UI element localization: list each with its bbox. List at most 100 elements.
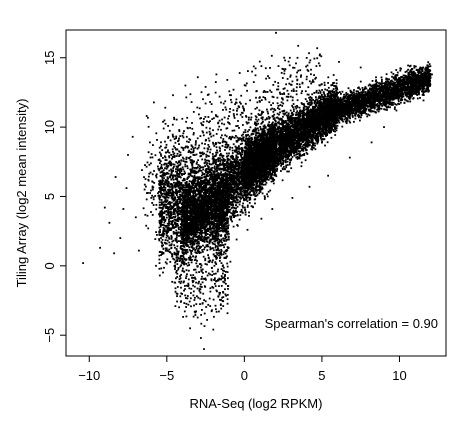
data-point: [196, 259, 198, 262]
data-point: [230, 212, 233, 215]
data-point: [173, 198, 176, 201]
data-point: [173, 213, 176, 215]
data-point: [184, 216, 187, 218]
data-point: [173, 258, 176, 261]
data-point: [242, 206, 244, 209]
data-point: [175, 270, 178, 272]
data-point: [198, 228, 200, 230]
data-point: [233, 214, 236, 217]
data-point: [195, 262, 198, 265]
data-point: [212, 249, 215, 252]
data-point: [190, 234, 193, 237]
data-point: [191, 259, 193, 261]
data-point: [198, 219, 200, 222]
data-point: [192, 180, 194, 183]
data-point: [162, 226, 165, 229]
data-point: [178, 150, 180, 153]
data-point: [192, 274, 195, 276]
data-point: [241, 166, 243, 169]
data-point: [182, 160, 185, 162]
data-point: [158, 267, 161, 270]
data-point: [173, 181, 175, 184]
data-point: [214, 240, 216, 243]
data-point: [158, 183, 161, 186]
data-point: [174, 196, 177, 199]
data-point: [198, 242, 200, 245]
data-point: [166, 183, 168, 186]
data-point: [197, 184, 200, 187]
data-point: [159, 187, 162, 190]
data-point: [207, 272, 210, 275]
data-point: [163, 185, 165, 188]
data-point: [193, 219, 196, 222]
data-point: [223, 228, 226, 231]
data-point: [272, 182, 275, 185]
data-point: [168, 190, 170, 192]
data-point: [186, 140, 188, 143]
data-point: [195, 247, 198, 250]
data-point: [158, 146, 161, 149]
data-point: [243, 206, 246, 209]
data-point: [166, 239, 169, 242]
data-point: [172, 211, 175, 214]
data-point: [168, 219, 170, 221]
data-point: [210, 184, 212, 187]
data-point: [213, 255, 216, 258]
data-point: [240, 183, 242, 186]
data-point: [166, 211, 169, 213]
data-point: [198, 236, 201, 239]
data-point: [211, 241, 214, 244]
data-point: [164, 181, 167, 184]
data-point: [165, 203, 168, 206]
data-point: [183, 196, 186, 199]
data-point: [189, 168, 192, 171]
data-point: [212, 253, 215, 256]
data-point: [186, 211, 188, 214]
data-point: [207, 257, 210, 260]
data-point: [191, 241, 193, 243]
data-point: [163, 230, 166, 233]
data-point: [159, 210, 162, 213]
data-point: [181, 213, 184, 215]
data-point: [183, 198, 185, 201]
data-point: [169, 220, 172, 223]
data-point: [221, 185, 223, 188]
data-point: [162, 224, 164, 226]
data-point: [195, 217, 198, 220]
data-point: [179, 231, 182, 234]
data-point: [175, 204, 177, 206]
data-point: [170, 229, 172, 231]
data-point: [181, 188, 184, 190]
data-point: [226, 238, 229, 241]
data-point: [229, 191, 232, 194]
data-point: [211, 226, 214, 229]
data-point: [206, 319, 208, 321]
data-point: [191, 164, 194, 167]
data-point: [192, 248, 195, 251]
data-point: [164, 106, 167, 109]
data-point: [161, 245, 163, 248]
data-point: [217, 235, 219, 238]
data-point: [169, 139, 172, 142]
data-point: [187, 239, 189, 242]
data-point: [189, 250, 192, 252]
data-point: [190, 253, 193, 255]
data-point: [215, 73, 218, 76]
data-point: [231, 182, 233, 185]
data-point: [230, 215, 233, 218]
data-point: [220, 250, 223, 252]
data-point: [230, 187, 233, 190]
data-point: [160, 219, 162, 222]
data-point: [199, 231, 201, 234]
data-point: [253, 123, 256, 125]
data-point: [254, 202, 256, 205]
data-point: [185, 244, 187, 247]
data-point: [193, 215, 196, 218]
data-point: [179, 198, 182, 200]
data-point: [191, 218, 193, 221]
data-point: [233, 184, 236, 186]
data-point: [186, 210, 189, 213]
data-point: [185, 229, 188, 232]
data-point: [231, 149, 234, 152]
data-point: [214, 182, 216, 185]
